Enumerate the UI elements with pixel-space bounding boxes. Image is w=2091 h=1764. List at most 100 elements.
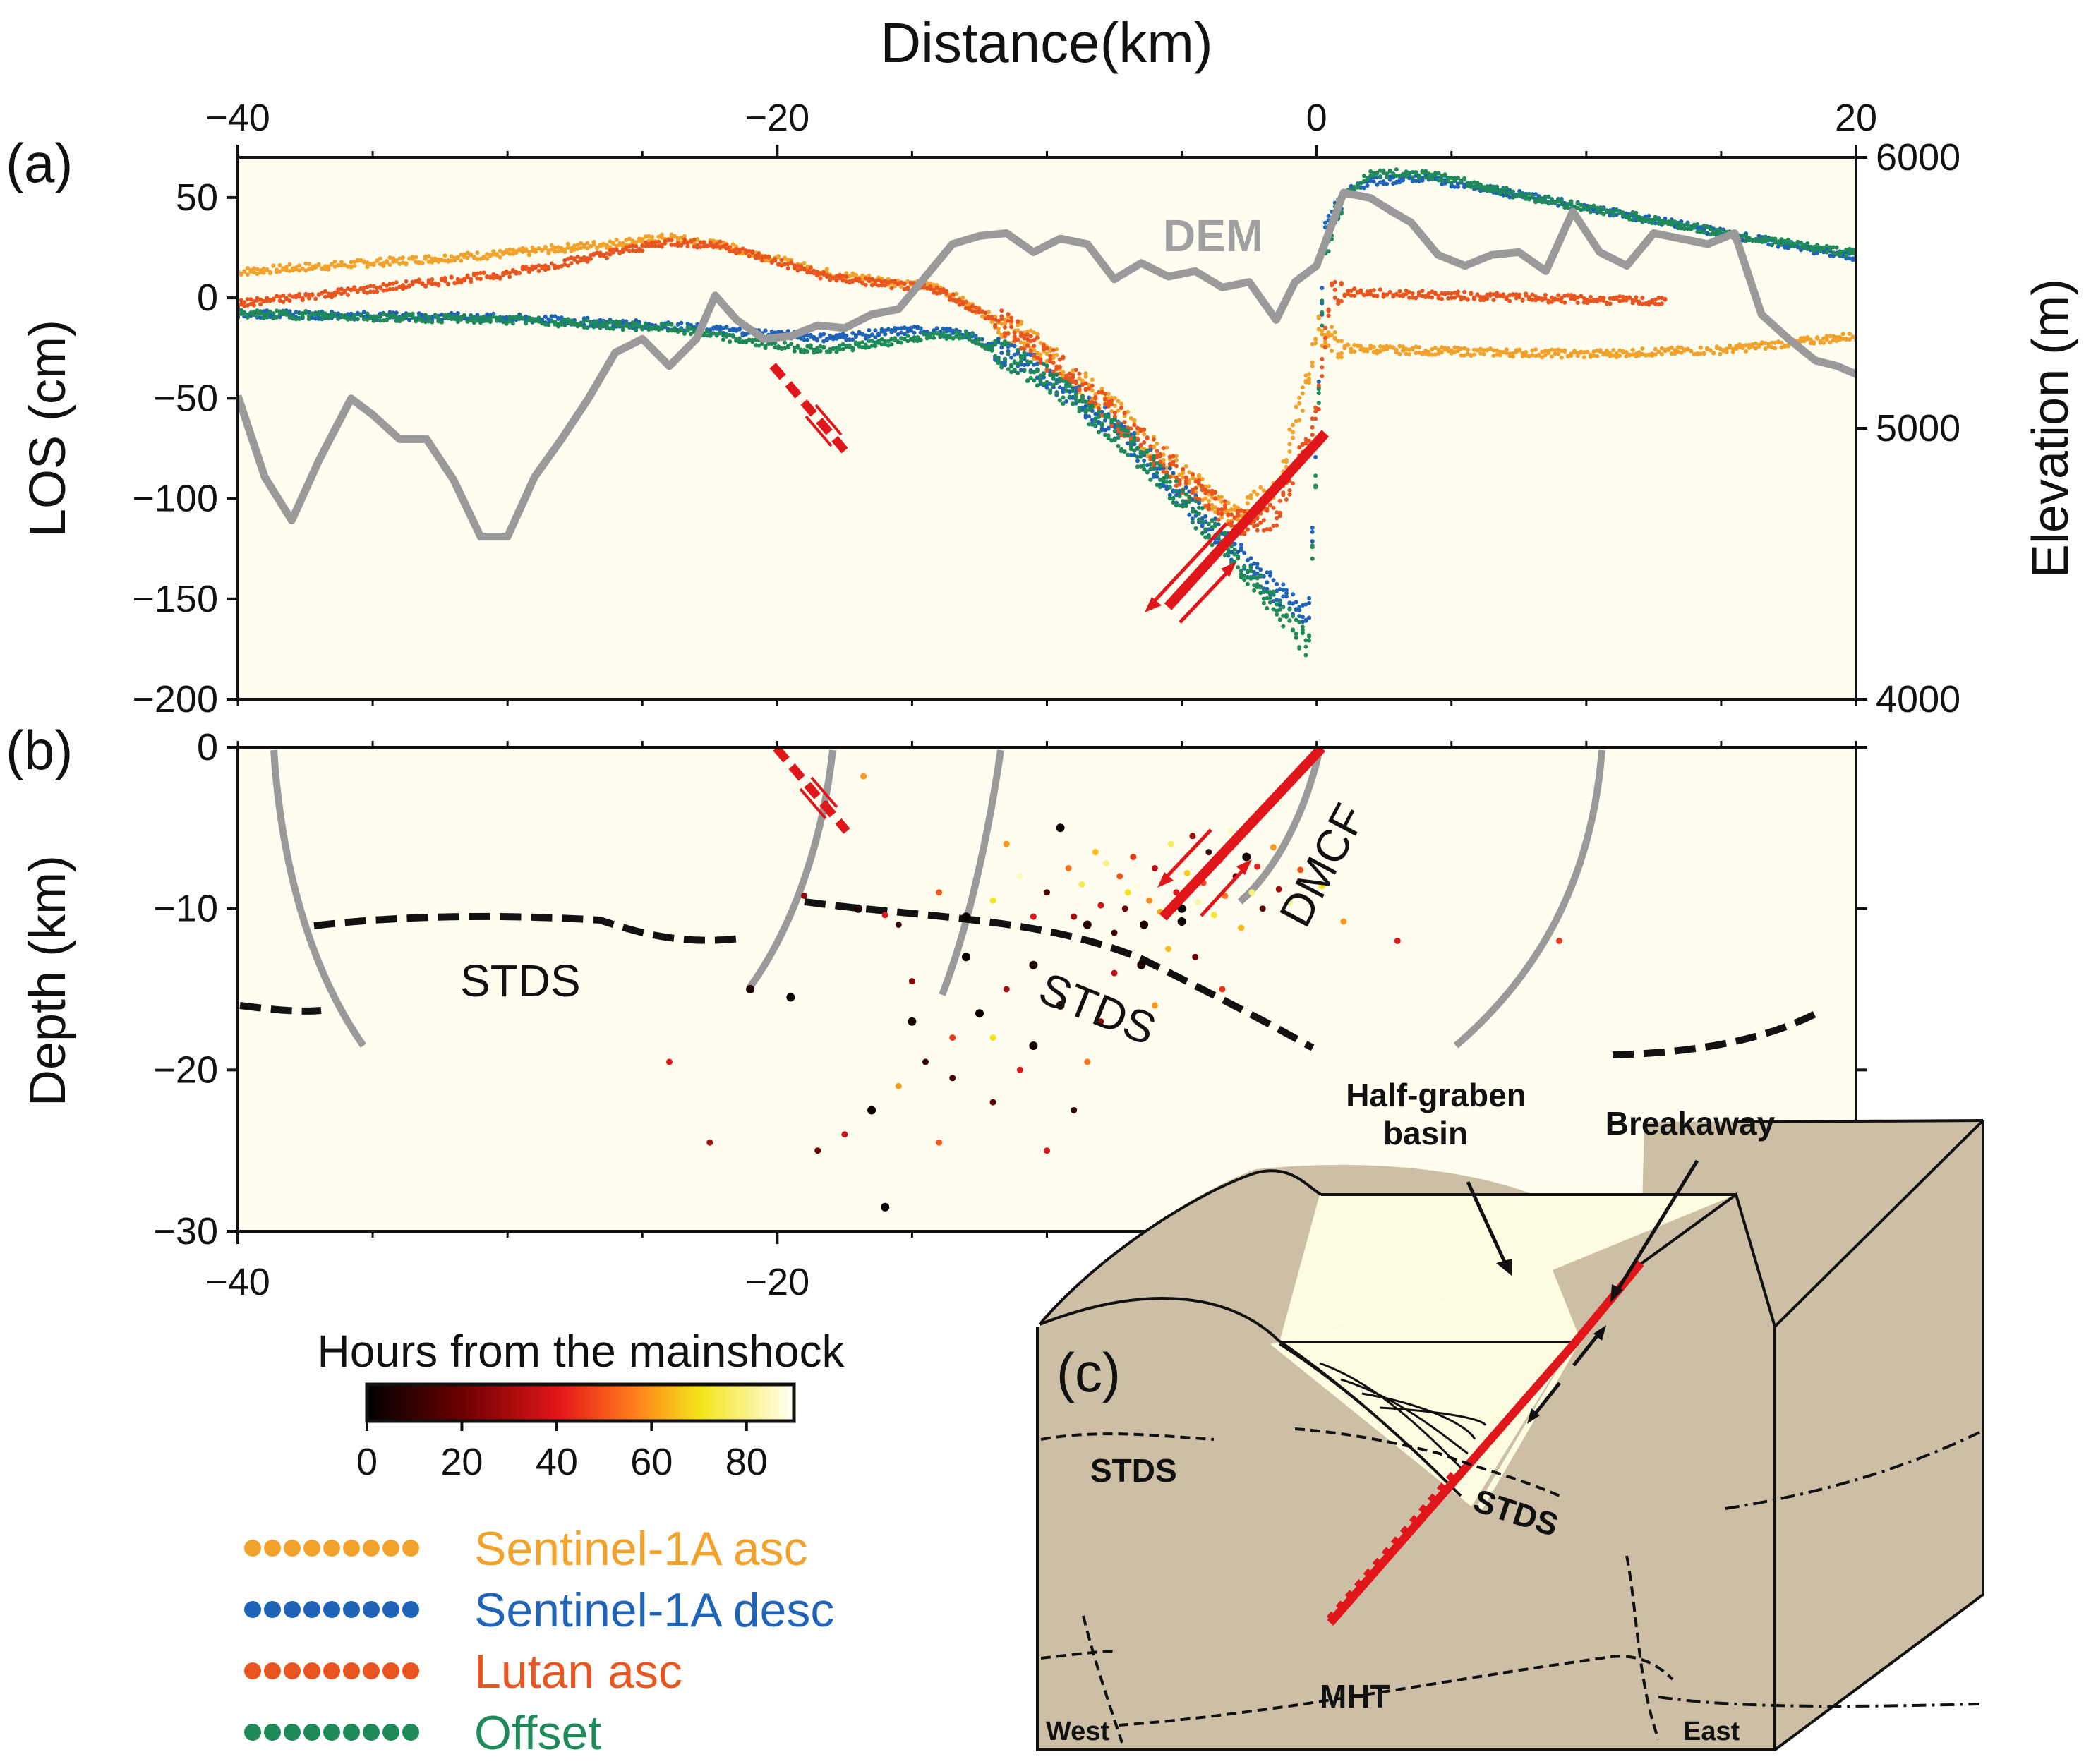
colorbar-ticks: 0 20 40 60 80 bbox=[356, 1421, 768, 1483]
y-tick-label: −150 bbox=[132, 578, 218, 620]
seismic-event bbox=[908, 1017, 917, 1026]
legend-marker bbox=[264, 1662, 281, 1679]
legend-marker bbox=[343, 1662, 360, 1679]
seismic-event bbox=[1016, 873, 1023, 880]
legend-marker bbox=[303, 1601, 320, 1618]
colorbar-tick-label: 60 bbox=[630, 1441, 673, 1483]
seismic-event bbox=[1092, 849, 1099, 856]
seismic-event bbox=[1083, 920, 1092, 929]
panel-a-frame bbox=[236, 156, 1857, 701]
x-tick-label: 20 bbox=[1835, 97, 1877, 139]
y2-tick-label: 4000 bbox=[1876, 678, 1960, 720]
legend-item: Sentinel-1A desc bbox=[244, 1583, 834, 1637]
legend-marker bbox=[363, 1724, 380, 1741]
seismic-event bbox=[895, 1082, 902, 1089]
seismic-event bbox=[1097, 1018, 1104, 1025]
legend: Sentinel-1A asc Sentinel-1A desc Lutan asc… bbox=[244, 1522, 834, 1760]
seismic-event bbox=[1071, 913, 1078, 920]
legend-marker bbox=[284, 1724, 301, 1741]
panel-b-tag: (b) bbox=[6, 719, 73, 781]
seismic-event bbox=[1044, 1147, 1050, 1154]
seismic-event bbox=[1029, 960, 1038, 969]
legend-marker bbox=[402, 1540, 419, 1557]
seismic-event bbox=[1254, 863, 1261, 870]
legend-label: Lutan asc bbox=[474, 1645, 682, 1698]
panel-a-tag: (a) bbox=[6, 132, 73, 194]
legend-marker bbox=[284, 1540, 301, 1557]
seismic-event bbox=[1173, 889, 1180, 896]
seismic-event bbox=[1167, 840, 1174, 847]
seismic-event bbox=[1195, 899, 1201, 905]
panel-c-block-diagram bbox=[1036, 1119, 1984, 1751]
seismic-event bbox=[1056, 823, 1065, 833]
seismic-event bbox=[746, 985, 755, 993]
legend-marker bbox=[323, 1601, 340, 1618]
legend-label: Offset bbox=[474, 1706, 601, 1760]
seismic-event bbox=[1270, 844, 1277, 851]
legend-item: Lutan asc bbox=[244, 1645, 682, 1698]
seismic-event bbox=[1151, 865, 1158, 871]
seismic-event bbox=[1003, 840, 1010, 847]
seismic-event bbox=[1227, 828, 1234, 835]
seismic-event bbox=[1242, 852, 1251, 862]
seismic-event bbox=[1065, 865, 1072, 871]
dem-label: DEM bbox=[1163, 210, 1263, 261]
legend-marker bbox=[323, 1540, 340, 1557]
legend-marker bbox=[303, 1540, 320, 1557]
panel-a-y2-label: Elevation (m) bbox=[2023, 279, 2079, 578]
stds-label-left: STDS bbox=[460, 955, 581, 1006]
seismic-event bbox=[666, 1058, 673, 1065]
legend-marker bbox=[402, 1724, 419, 1741]
seismic-event bbox=[1205, 849, 1212, 856]
panel-b-y-label: Depth (km) bbox=[20, 855, 76, 1106]
seismic-event bbox=[1183, 869, 1191, 876]
seismic-event bbox=[706, 1139, 713, 1146]
seismic-event bbox=[854, 904, 862, 913]
depth-tick-label: −20 bbox=[153, 1049, 218, 1091]
seismic-event bbox=[949, 1034, 956, 1041]
seismic-event bbox=[1219, 986, 1226, 993]
seismic-event bbox=[989, 1099, 996, 1106]
legend-marker bbox=[402, 1662, 419, 1679]
x-tick-label: −40 bbox=[205, 1261, 270, 1303]
breakaway-label: Breakaway bbox=[1605, 1105, 1776, 1142]
x-tick-label: −20 bbox=[745, 97, 810, 139]
seismic-event bbox=[1286, 899, 1293, 905]
seismic-event bbox=[936, 1139, 943, 1146]
seismic-event bbox=[1084, 1058, 1091, 1065]
legend-marker bbox=[343, 1540, 360, 1557]
legend-item: Offset bbox=[244, 1706, 601, 1760]
y-tick-label: 0 bbox=[197, 277, 218, 319]
seismic-event bbox=[1318, 883, 1325, 890]
panel-a-fault-symbols bbox=[769, 363, 1330, 624]
legend-marker bbox=[363, 1601, 380, 1618]
legend-marker bbox=[363, 1540, 380, 1557]
seismic-event bbox=[1030, 913, 1037, 920]
seismic-event bbox=[1340, 918, 1347, 925]
seismic-event bbox=[1003, 986, 1010, 993]
legend-marker bbox=[303, 1662, 320, 1679]
panel-a-plot-area bbox=[238, 157, 1856, 699]
seismic-event bbox=[1121, 905, 1128, 912]
legend-marker bbox=[382, 1724, 399, 1741]
seismic-event bbox=[1151, 1002, 1158, 1009]
legend-marker bbox=[244, 1601, 261, 1618]
legend-marker bbox=[244, 1540, 261, 1557]
legend-marker bbox=[402, 1601, 419, 1618]
seismic-event bbox=[1111, 969, 1118, 977]
panel-a-right-ticks: 6000 5000 4000 bbox=[1856, 136, 1960, 720]
y2-tick-label: 5000 bbox=[1876, 407, 1960, 449]
legend-marker bbox=[264, 1601, 281, 1618]
seismic-event bbox=[841, 1131, 848, 1138]
seismic-event bbox=[1116, 873, 1123, 880]
seismic-event bbox=[1165, 946, 1171, 953]
seismic-event bbox=[1078, 881, 1085, 888]
seismic-event bbox=[1111, 929, 1118, 936]
colorbar-title: Hours from the mainshock bbox=[318, 1326, 845, 1377]
seismic-event bbox=[1556, 937, 1563, 944]
seismic-event bbox=[1137, 960, 1146, 969]
legend-marker bbox=[244, 1662, 261, 1679]
depth-tick-label: −30 bbox=[153, 1210, 218, 1252]
seismic-event bbox=[989, 1034, 996, 1041]
depth-tick-label: 0 bbox=[197, 726, 218, 768]
